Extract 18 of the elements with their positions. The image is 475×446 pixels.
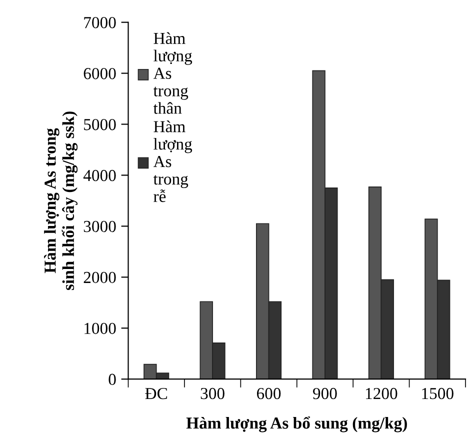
y-tick-label: 2000 bbox=[84, 272, 116, 284]
x-tick-label: 900 bbox=[313, 388, 337, 400]
legend-label: Hàm lượng As trong rễ bbox=[153, 120, 192, 202]
x-tick-label: 1500 bbox=[422, 388, 454, 400]
y-tick-label: 7000 bbox=[84, 17, 116, 28]
y-tick-label: 0 bbox=[108, 374, 116, 386]
x-axis-title: Hàm lượng As bổ sung (mg/kg) bbox=[186, 416, 407, 432]
y-tick-label: 4000 bbox=[83, 170, 116, 182]
y-tick-label: 1000 bbox=[84, 322, 116, 334]
x-tick-label: 300 bbox=[200, 388, 224, 400]
y-tick-label: 5000 bbox=[84, 118, 116, 130]
y-tick-label: 6000 bbox=[84, 68, 116, 80]
x-tick-label: 600 bbox=[256, 388, 281, 400]
legend-label: Hàm lượng As trong thân bbox=[153, 32, 192, 114]
x-tick-label: ĐC bbox=[145, 388, 168, 400]
y-axis-title: Hàm lượng As trong sinh khối cây (mg/kg ssk) bbox=[44, 112, 78, 290]
x-tick-label: 1200 bbox=[366, 388, 398, 400]
y-tick-label: 3000 bbox=[84, 220, 116, 232]
